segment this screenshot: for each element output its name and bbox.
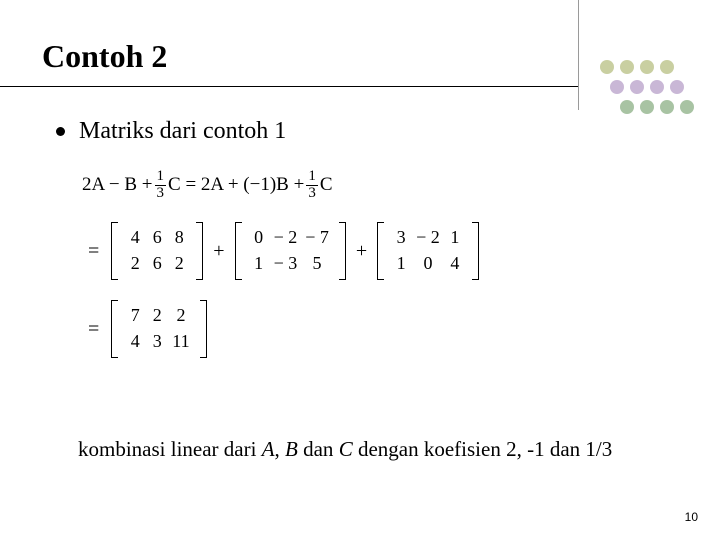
matrix-cell: − 3 [270, 254, 302, 274]
bracket-left [111, 300, 118, 358]
bullet-text: Matriks dari contoh 1 [79, 118, 286, 145]
bracket-left [377, 222, 384, 280]
eq-text: C [320, 175, 333, 196]
equals-sign: = [82, 240, 105, 262]
matrix-cell: 1 [390, 254, 412, 274]
bracket-left [111, 222, 118, 280]
matrix-cell: 2 [124, 254, 146, 274]
matrix-cell: 6 [146, 254, 168, 274]
fraction-1: 1 3 [155, 169, 167, 202]
matrix-cell: 5 [301, 254, 333, 274]
matrix-cells: 0− 2− 7 1− 35 [242, 222, 339, 280]
equation-line-1: 2A − B + 1 3 C = 2A + (−1)B + 1 3 C [82, 169, 680, 202]
matrix-cell: 0 [412, 254, 444, 274]
decor-vertical-line [578, 0, 579, 110]
caption-part: dengan koefisien 2, -1 dan 1/3 [353, 437, 613, 461]
bullet-dot [56, 127, 65, 136]
caption-var-A: A [262, 437, 275, 461]
fraction-2: 1 3 [306, 169, 318, 202]
bracket-left [235, 222, 242, 280]
matrix-cell: − 7 [301, 228, 333, 248]
equation-line-3: = 7224311 [82, 300, 680, 358]
matrix-cell: 3 [390, 228, 412, 248]
matrix-cell: − 2 [412, 228, 444, 248]
matrix-cell: 7 [124, 306, 146, 326]
matrix-cell: 11 [168, 332, 193, 352]
caption-part: kombinasi linear dari [78, 437, 262, 461]
matrix-cell: 2 [168, 306, 193, 326]
equation-block: 2A − B + 1 3 C = 2A + (−1)B + 1 3 C = 46… [82, 169, 680, 358]
bullet-item: Matriks dari contoh 1 [56, 118, 680, 145]
matrix-cell: 2 [146, 306, 168, 326]
matrix-cell: 8 [168, 228, 190, 248]
caption-var-C: C [339, 437, 353, 461]
bracket-right [196, 222, 203, 280]
matrix-cell: 4 [124, 228, 146, 248]
eq-text: 2A − B + [82, 175, 153, 196]
matrix-cell: 0 [248, 228, 270, 248]
matrix-result: 7224311 [111, 300, 206, 358]
matrix-cell: 4 [124, 332, 146, 352]
plus-sign: + [352, 240, 371, 262]
caption-part: dan [298, 437, 339, 461]
caption-var-B: B [285, 437, 298, 461]
matrix-3: 3− 21 104 [377, 222, 479, 280]
bracket-right [200, 300, 207, 358]
matrix-cell: − 2 [270, 228, 302, 248]
plus-sign: + [209, 240, 228, 262]
fraction-numerator: 1 [306, 169, 318, 186]
content-area: Matriks dari contoh 1 2A − B + 1 3 C = 2… [56, 118, 680, 358]
matrix-cell: 1 [248, 254, 270, 274]
matrix-cells: 7224311 [118, 300, 199, 358]
bracket-right [472, 222, 479, 280]
matrix-1: 468 262 [111, 222, 203, 280]
caption-text: kombinasi linear dari A, B dan C dengan … [78, 436, 650, 462]
matrix-cells: 468 262 [118, 222, 196, 280]
equation-line-2: = 468262 + 0− 2− 71− 35 + 3− 21104 [82, 222, 680, 280]
eq-text: C = 2A + (−1)B + [168, 175, 304, 196]
matrix-2: 0− 2− 7 1− 35 [235, 222, 346, 280]
matrix-cell: 3 [146, 332, 168, 352]
fraction-numerator: 1 [155, 169, 167, 186]
fraction-denominator: 3 [306, 186, 318, 202]
bracket-right [339, 222, 346, 280]
equals-sign: = [82, 318, 105, 340]
title-underline [0, 86, 578, 87]
matrix-cell: 4 [444, 254, 466, 274]
matrix-cell: 2 [168, 254, 190, 274]
matrix-cells: 3− 21 104 [384, 222, 472, 280]
page-number: 10 [685, 510, 698, 524]
matrix-cell: 1 [444, 228, 466, 248]
decor-dot-grid [600, 60, 710, 124]
fraction-denominator: 3 [155, 186, 167, 202]
matrix-cell: 6 [146, 228, 168, 248]
caption-part: , [275, 437, 286, 461]
